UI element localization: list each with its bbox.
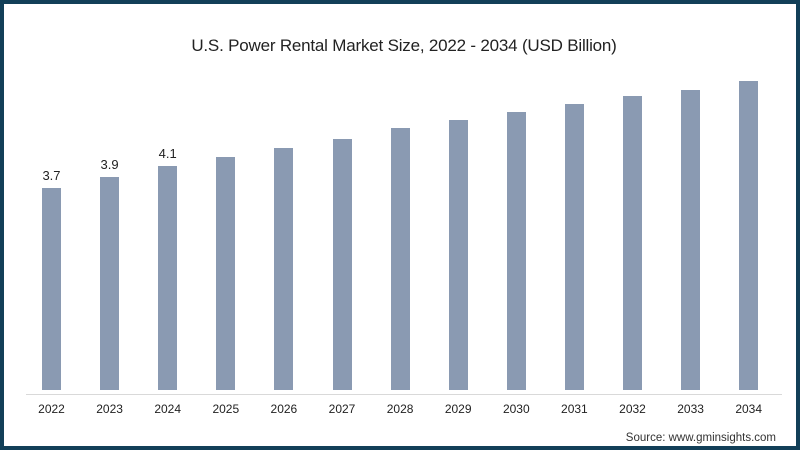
x-tick-label-2026: 2026	[270, 402, 298, 416]
x-tick-label-2028: 2028	[386, 402, 414, 416]
x-tick-label-2030: 2030	[502, 402, 530, 416]
bar-2030	[506, 111, 526, 390]
x-tick-label-2029: 2029	[444, 402, 472, 416]
value-label-2024: 4.1	[158, 146, 177, 162]
x-tick-label-2032: 2032	[619, 402, 646, 416]
bar-2023	[100, 177, 120, 390]
bar-2034	[739, 80, 759, 390]
x-tick-label-2023: 2023	[96, 402, 123, 416]
x-tick-label-2033: 2033	[677, 402, 704, 416]
x-axis-line	[26, 394, 782, 395]
bar-2024	[158, 166, 178, 390]
x-tick-label-2034: 2034	[735, 402, 763, 416]
bar-2022	[42, 187, 61, 390]
value-label-2023: 3.9	[100, 157, 119, 173]
x-tick-label-2022: 2022	[38, 402, 65, 416]
bar-2026	[274, 148, 294, 390]
bar-2029	[448, 119, 468, 390]
bar-2028	[390, 127, 410, 390]
x-tick-label-2024: 2024	[154, 402, 182, 416]
x-tick-label-2031: 2031	[561, 402, 588, 416]
value-label-2022: 3.7	[42, 167, 61, 183]
bar-2031	[564, 103, 584, 390]
x-tick-label-2027: 2027	[328, 402, 356, 416]
bar-2027	[332, 138, 352, 390]
bar-2025	[216, 156, 236, 390]
source-note: Source: www.gminsights.com	[625, 432, 776, 444]
bar-2033	[681, 89, 701, 390]
x-tick-label-2025: 2025	[212, 402, 240, 416]
bar-2032	[623, 96, 642, 390]
chart-title: U.S. Power Rental Market Size, 2022 - 20…	[191, 36, 617, 55]
